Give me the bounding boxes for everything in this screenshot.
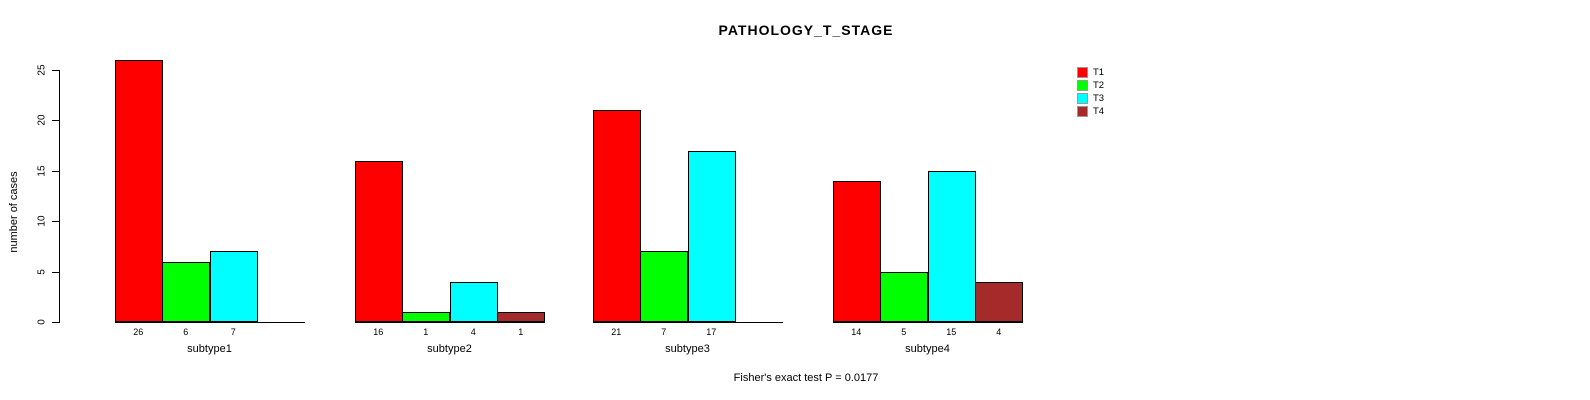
bar-value-T1-subtype4: 14 <box>851 327 862 337</box>
bar-T4-subtype4 <box>975 282 1023 322</box>
y-tick <box>52 120 59 121</box>
bar-T4-subtype2 <box>497 312 545 322</box>
bar-T2-subtype1 <box>162 262 210 322</box>
legend-swatch-T1 <box>1077 67 1088 78</box>
bar-T2-subtype3 <box>640 251 688 322</box>
legend: T1 T2 T3 T4 <box>1077 66 1104 118</box>
legend-label-T1: T1 <box>1093 67 1105 78</box>
y-axis-title: number of cases <box>8 171 20 253</box>
y-tick <box>52 322 59 323</box>
y-tick <box>52 70 59 71</box>
bar-value-T2-subtype2: 1 <box>423 327 429 337</box>
legend-swatch-T4 <box>1077 106 1088 117</box>
x-category-label-subtype1: subtype1 <box>187 343 232 355</box>
legend-item-T4: T4 <box>1077 105 1104 118</box>
bar-value-T1-subtype1: 26 <box>133 327 144 337</box>
bar-T1-subtype2 <box>355 161 403 322</box>
y-tick <box>52 272 59 273</box>
x-category-label-subtype4: subtype4 <box>905 343 950 355</box>
x-category-label-subtype2: subtype2 <box>427 343 472 355</box>
legend-swatch-T3 <box>1077 93 1088 104</box>
x-baseline-subtype1 <box>114 322 305 323</box>
bar-T3-subtype1 <box>210 251 258 322</box>
bar-value-T3-subtype1: 7 <box>230 327 236 337</box>
legend-item-T3: T3 <box>1077 92 1104 105</box>
bar-value-T2-subtype3: 7 <box>661 327 667 337</box>
legend-swatch-T2 <box>1077 80 1088 91</box>
x-category-label-subtype3: subtype3 <box>665 343 710 355</box>
bar-T1-subtype3 <box>593 110 641 322</box>
bar-value-T2-subtype4: 5 <box>901 327 907 337</box>
y-tick-label: 0 <box>36 319 48 325</box>
bar-value-T3-subtype4: 15 <box>946 327 957 337</box>
legend-item-T2: T2 <box>1077 79 1104 92</box>
y-tick-label: 20 <box>36 114 48 126</box>
bar-T3-subtype4 <box>928 171 976 322</box>
x-baseline-subtype3 <box>592 322 783 323</box>
y-tick <box>52 221 59 222</box>
bar-value-T4-subtype4: 4 <box>996 327 1002 337</box>
bar-value-T3-subtype3: 17 <box>706 327 717 337</box>
bar-T3-subtype3 <box>688 151 736 322</box>
x-baseline-subtype4 <box>832 322 1023 323</box>
bar-T3-subtype2 <box>450 282 498 322</box>
stat-annotation: Fisher's exact test P = 0.0177 <box>733 372 879 384</box>
chart-title: PATHOLOGY_T_STAGE <box>718 22 894 38</box>
y-tick-label: 15 <box>36 165 48 177</box>
y-tick-label: 25 <box>36 64 48 76</box>
bar-value-T4-subtype2: 1 <box>518 327 524 337</box>
legend-item-T1: T1 <box>1077 66 1104 79</box>
y-tick-label: 5 <box>36 269 48 275</box>
bar-value-T1-subtype2: 16 <box>373 327 384 337</box>
bar-value-T3-subtype2: 4 <box>470 327 476 337</box>
legend-label-T2: T2 <box>1093 80 1105 91</box>
y-axis-line <box>59 70 60 323</box>
legend-label-T3: T3 <box>1093 93 1105 104</box>
legend-label-T4: T4 <box>1093 106 1105 117</box>
x-baseline-subtype2 <box>354 322 545 323</box>
bar-value-T2-subtype1: 6 <box>183 327 189 337</box>
y-tick <box>52 171 59 172</box>
bar-T2-subtype2 <box>402 312 450 322</box>
bar-value-T1-subtype3: 21 <box>611 327 622 337</box>
bar-T1-subtype1 <box>115 60 163 322</box>
bar-T1-subtype4 <box>833 181 881 322</box>
bar-T2-subtype4 <box>880 272 928 322</box>
y-tick-label: 10 <box>36 215 48 227</box>
